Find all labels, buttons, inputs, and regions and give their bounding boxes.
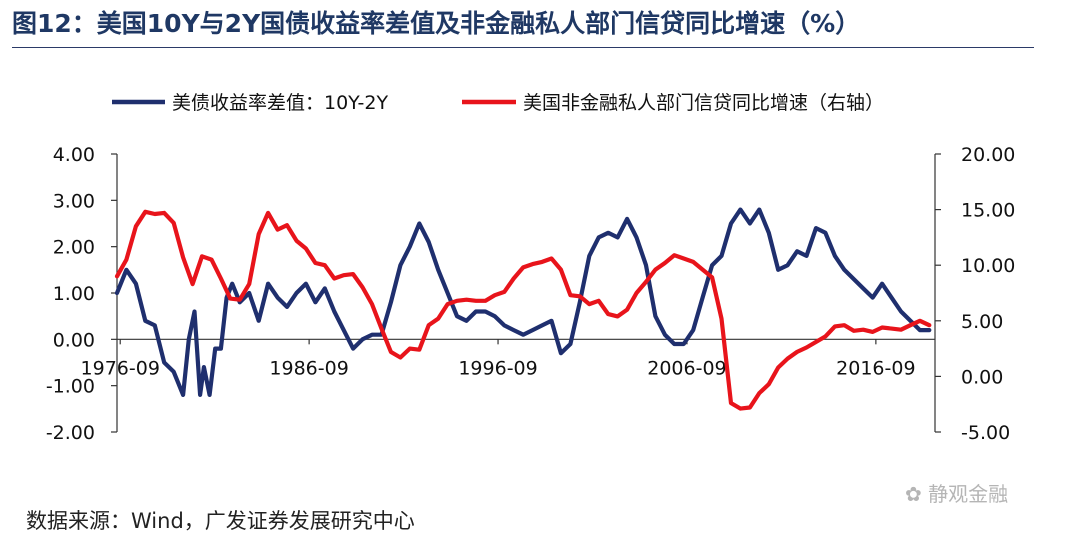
x-tick-label: 1996-09 — [458, 357, 537, 379]
legend-label-yield-spread: 美债收益率差值：10Y-2Y — [172, 92, 388, 114]
wechat-icon: ✿ — [905, 482, 922, 506]
series-line-credit-growth — [114, 209, 932, 411]
chart-title: 图12：美国10Y与2Y国债收益率差值及非金融私人部门信贷同比增速（%） — [12, 9, 861, 38]
left-tick-label: 4.00 — [53, 144, 95, 166]
left-tick-label: -2.00 — [46, 422, 95, 444]
x-tick-label: 1986-09 — [269, 357, 348, 379]
watermark-logo: ✿ 静观金融 — [905, 478, 1008, 507]
left-tick-label: 2.00 — [53, 237, 95, 259]
right-tick-label: 10.00 — [961, 255, 1015, 277]
watermark-text: 静观金融 — [928, 482, 1009, 506]
source-note: 数据来源：Wind，广发证券发展研究中心 — [26, 509, 415, 533]
legend-label-credit-growth: 美国非金融私人部门信贷同比增速（右轴） — [523, 92, 884, 114]
series-line-yield-spread — [114, 207, 932, 397]
title-divider — [12, 47, 1034, 48]
right-tick-label: 20.00 — [961, 144, 1015, 166]
right-tick-label: -5.00 — [961, 422, 1010, 444]
x-tick-label: 2016-09 — [836, 357, 915, 379]
x-tick-label: 2006-09 — [647, 357, 726, 379]
x-tick-label: 1976-09 — [81, 357, 160, 379]
left-tick-label: 3.00 — [53, 190, 95, 212]
left-tick-label: 0.00 — [53, 329, 95, 351]
right-tick-label: 5.00 — [961, 311, 1003, 333]
right-tick-label: 0.00 — [961, 366, 1003, 388]
left-tick-label: -1.00 — [46, 376, 95, 398]
left-tick-label: 1.00 — [53, 283, 95, 305]
right-tick-label: 15.00 — [961, 200, 1015, 222]
